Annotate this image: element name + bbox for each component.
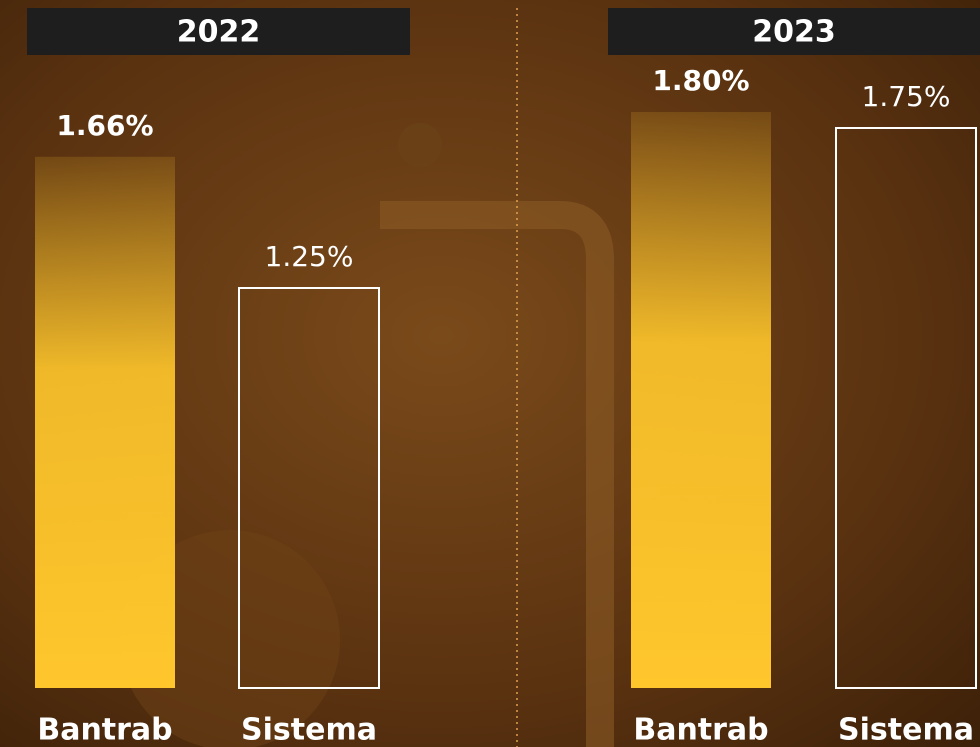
category-label: Bantrab — [37, 713, 172, 747]
background-pipe — [380, 201, 614, 747]
panel-title: 2022 — [177, 15, 261, 50]
value-label: 1.75% — [862, 80, 951, 113]
bar — [835, 127, 977, 689]
value-label: 1.25% — [265, 240, 354, 273]
background-wheel — [120, 530, 340, 747]
background-bolt — [398, 123, 442, 167]
bar — [238, 287, 380, 689]
bar — [631, 112, 771, 688]
panel-header — [608, 8, 980, 55]
value-label: 1.66% — [56, 109, 153, 142]
bar — [35, 156, 175, 689]
category-label: Sistema — [241, 713, 377, 747]
category-label: Bantrab — [633, 713, 768, 747]
panel-header — [27, 8, 410, 55]
category-label: Sistema — [838, 713, 974, 747]
panel-title: 2023 — [752, 15, 836, 50]
value-label: 1.80% — [652, 64, 749, 97]
